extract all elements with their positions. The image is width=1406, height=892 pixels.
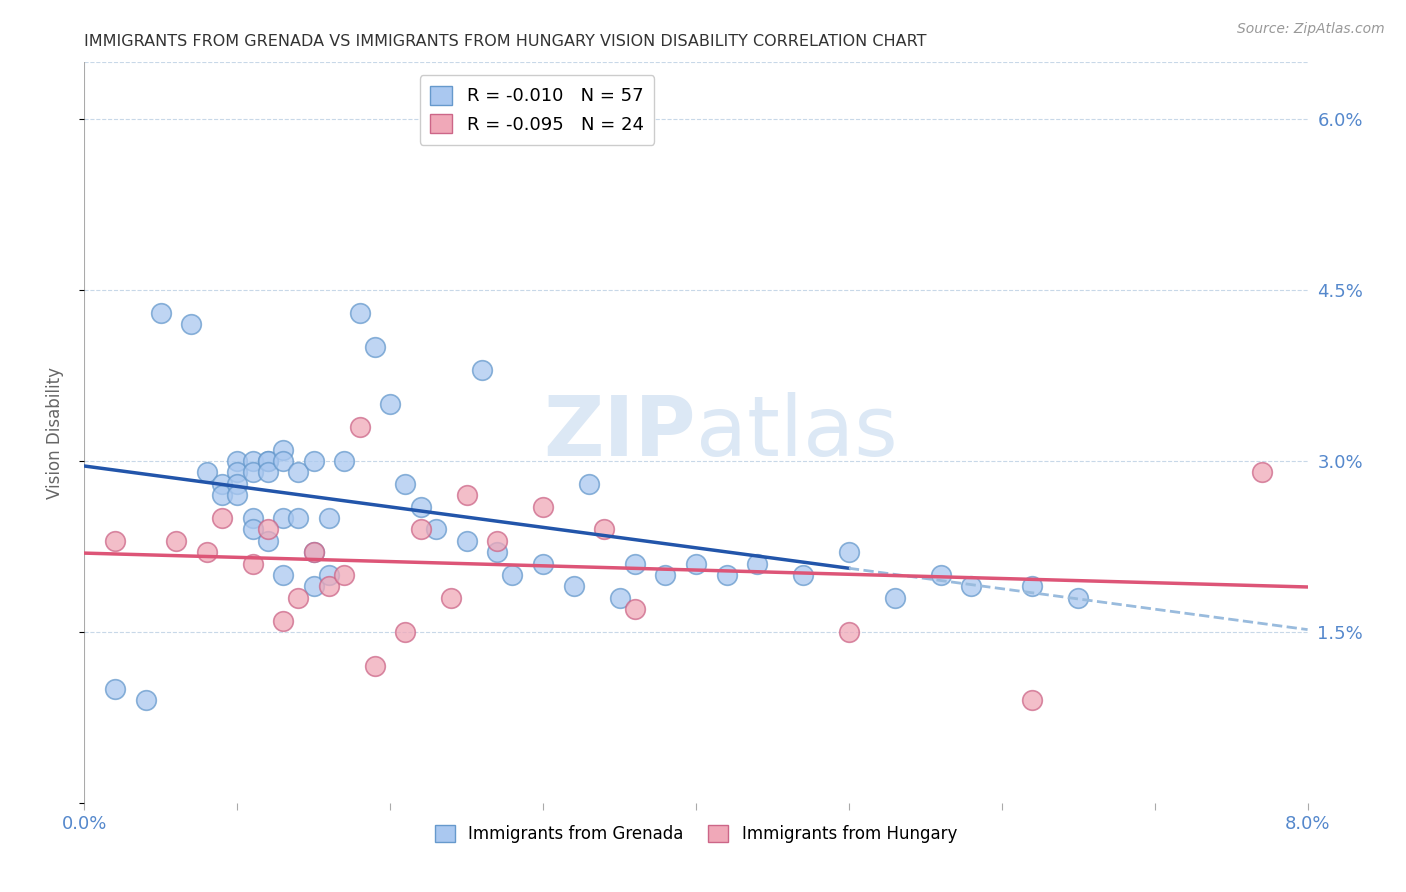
Point	[624, 557, 647, 571]
Point	[226, 488, 249, 502]
Point	[364, 340, 387, 354]
Point	[271, 511, 294, 525]
Point	[838, 545, 860, 559]
Point	[271, 454, 294, 468]
Point	[747, 557, 769, 571]
Point	[257, 454, 280, 468]
Point	[180, 318, 202, 332]
Y-axis label: Vision Disability: Vision Disability	[45, 367, 63, 499]
Point	[211, 511, 233, 525]
Point	[440, 591, 463, 605]
Point	[104, 681, 127, 696]
Point	[471, 363, 494, 377]
Point	[609, 591, 631, 605]
Point	[242, 523, 264, 537]
Point	[257, 466, 280, 480]
Text: ZIP: ZIP	[544, 392, 696, 473]
Point	[333, 454, 356, 468]
Point	[271, 614, 294, 628]
Point	[380, 397, 402, 411]
Point	[287, 591, 309, 605]
Point	[318, 579, 340, 593]
Point	[333, 568, 356, 582]
Point	[287, 466, 309, 480]
Point	[624, 602, 647, 616]
Point	[578, 476, 600, 491]
Point	[242, 511, 264, 525]
Point	[593, 523, 616, 537]
Point	[287, 511, 309, 525]
Point	[195, 466, 218, 480]
Point	[502, 568, 524, 582]
Point	[302, 454, 325, 468]
Point	[349, 420, 371, 434]
Point	[1250, 466, 1272, 480]
Point	[394, 624, 416, 639]
Point	[838, 624, 860, 639]
Point	[318, 568, 340, 582]
Point	[531, 500, 554, 514]
Point	[456, 488, 478, 502]
Point	[456, 533, 478, 548]
Point	[242, 557, 264, 571]
Point	[486, 533, 509, 548]
Point	[486, 545, 509, 559]
Point	[135, 693, 157, 707]
Point	[716, 568, 738, 582]
Point	[1021, 579, 1043, 593]
Point	[242, 454, 264, 468]
Point	[302, 579, 325, 593]
Legend: Immigrants from Grenada, Immigrants from Hungary: Immigrants from Grenada, Immigrants from…	[427, 819, 965, 850]
Point	[149, 306, 172, 320]
Point	[929, 568, 952, 582]
Point	[257, 533, 280, 548]
Point	[195, 545, 218, 559]
Point	[271, 442, 294, 457]
Point	[409, 500, 432, 514]
Point	[165, 533, 187, 548]
Point	[425, 523, 447, 537]
Point	[318, 511, 340, 525]
Text: IMMIGRANTS FROM GRENADA VS IMMIGRANTS FROM HUNGARY VISION DISABILITY CORRELATION: IMMIGRANTS FROM GRENADA VS IMMIGRANTS FR…	[84, 34, 927, 49]
Point	[792, 568, 814, 582]
Point	[654, 568, 676, 582]
Point	[349, 306, 371, 320]
Point	[531, 557, 554, 571]
Point	[562, 579, 585, 593]
Point	[271, 568, 294, 582]
Point	[302, 545, 325, 559]
Point	[960, 579, 983, 593]
Point	[685, 557, 707, 571]
Point	[883, 591, 905, 605]
Point	[409, 523, 432, 537]
Point	[211, 488, 233, 502]
Point	[226, 454, 249, 468]
Point	[226, 466, 249, 480]
Point	[211, 476, 233, 491]
Point	[302, 545, 325, 559]
Point	[1067, 591, 1090, 605]
Point	[257, 523, 280, 537]
Point	[257, 454, 280, 468]
Point	[1021, 693, 1043, 707]
Point	[104, 533, 127, 548]
Point	[394, 476, 416, 491]
Text: atlas: atlas	[696, 392, 897, 473]
Point	[364, 659, 387, 673]
Point	[226, 476, 249, 491]
Text: Source: ZipAtlas.com: Source: ZipAtlas.com	[1237, 22, 1385, 37]
Point	[242, 466, 264, 480]
